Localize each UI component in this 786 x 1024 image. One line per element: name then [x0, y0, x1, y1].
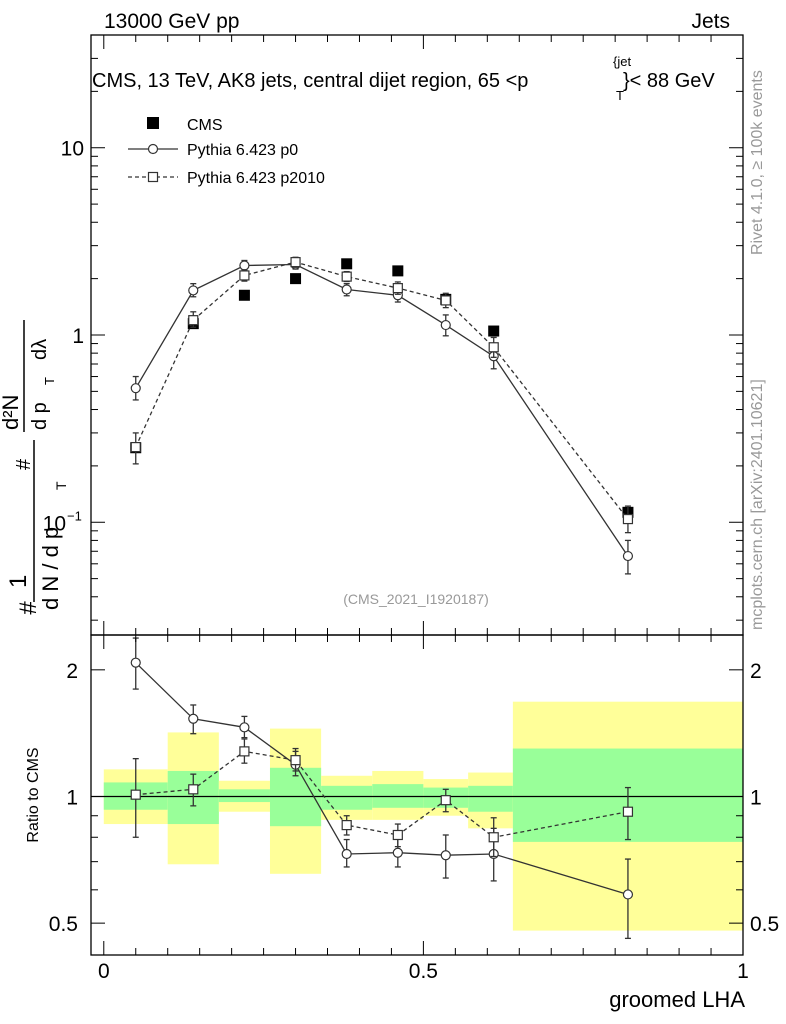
- main-series-2-point-1: [188, 315, 199, 326]
- ratio-series-0-point-1: [188, 713, 199, 724]
- main-series-1-point-0: [130, 383, 141, 394]
- ratio-series-layer: [91, 637, 743, 940]
- main-series-0-point-3: [290, 273, 302, 285]
- analysis-label: (CMS_2021_I1920187): [343, 591, 489, 607]
- ylabel-hash-mid: #: [13, 458, 35, 470]
- main-series-2-point-7: [488, 342, 499, 353]
- main-ytick-label-1: 1: [72, 325, 84, 348]
- legend-marker-cms: [147, 117, 159, 129]
- main-series-2-line: [135, 261, 629, 520]
- legend: CMS Pythia 6.423 p0 Pythia 6.423 p2010: [128, 117, 325, 187]
- header-left: 13000 GeV pp: [104, 10, 239, 33]
- ratio-frame: [90, 634, 744, 956]
- ylabel-dpt: d p: [29, 402, 51, 430]
- ratio-band-green-4: [321, 785, 373, 810]
- xtick-label-2: 1: [737, 960, 749, 983]
- ratio-series-0-point-6: [440, 850, 451, 861]
- main-series-2-point-0: [130, 441, 141, 453]
- plot-title-sub: T: [616, 88, 624, 103]
- ratio-series-0-point-0: [130, 657, 141, 668]
- main-series-2-point-3: [290, 257, 301, 268]
- main-series-1-point-8: [622, 550, 634, 562]
- main-series-2-point-6: [440, 295, 451, 306]
- main-series-2-point-4: [341, 271, 352, 282]
- ratio-series-1-point-3: [290, 755, 301, 766]
- ylabel-one: 1: [5, 575, 32, 588]
- main-series-1-line: [135, 263, 629, 557]
- main-series-2-point-5: [392, 283, 403, 294]
- main-series-2-point-2: [239, 270, 250, 281]
- ratio-ylabel: Ratio to CMS: [25, 747, 42, 842]
- main-series-0-point-4: [341, 258, 353, 270]
- ylabel-d2n: d²N: [0, 395, 23, 430]
- ratio-series-1-point-1: [188, 784, 199, 795]
- ratio-series-0-point-5: [392, 847, 403, 858]
- main-series-1-point-6: [440, 319, 451, 331]
- plot-title: CMS, 13 TeV, AK8 jets, central dijet reg…: [92, 54, 715, 103]
- main-ytick-exp-2: −1: [67, 508, 82, 523]
- mcplots-label: mcplots.cern.ch [arXiv:2401.10621]: [749, 379, 766, 630]
- plot-title-main: CMS, 13 TeV, AK8 jets, central dijet reg…: [92, 70, 528, 92]
- x-axis-label: groomed LHA: [609, 987, 745, 1012]
- ylabel-dlambda: dλ: [29, 339, 51, 360]
- ratio-ytick-label-left-1: 1: [66, 786, 78, 809]
- main-series-layer: [130, 256, 634, 575]
- ylabel-dpt-sub: T: [42, 377, 57, 385]
- ylabel-dn: d N / d p: [38, 527, 63, 610]
- ratio-ytick-label-right-1: 1: [750, 786, 762, 809]
- ratio-band-green-2: [218, 789, 270, 803]
- main-series-1-point-4: [341, 284, 352, 295]
- ratio-series-0-point-2: [239, 722, 250, 733]
- ylabel-dn-sub: T: [53, 481, 69, 490]
- ratio-series-1-point-0: [130, 789, 141, 800]
- ratio-series-1-point-6: [440, 795, 451, 806]
- ratio-ytick-label-left-0: 2: [66, 660, 78, 683]
- ratio-series-1-point-5: [392, 829, 403, 841]
- ratio-series-1-point-2: [239, 746, 250, 757]
- ratio-ytick-label-right-0: 2: [750, 660, 762, 683]
- ratio-series-1-point-8: [622, 806, 634, 817]
- ylabel-hash-left: #: [15, 601, 42, 615]
- legend-marker-p2010: [147, 171, 159, 183]
- legend-marker-p0: [147, 143, 159, 155]
- plot-title-tail: }< 88 GeV: [623, 70, 715, 92]
- legend-label-p0: Pythia 6.423 p0: [187, 142, 298, 159]
- main-series-0-point-5: [392, 265, 404, 277]
- main-ytick-label-2: 10: [43, 512, 66, 535]
- ratio-ytick-label-left-2: 0.5: [49, 913, 78, 936]
- ratio-ytick-label-right-2: 0.5: [750, 913, 779, 936]
- xtick-label-0: 0: [98, 960, 110, 983]
- ratio-series-1-point-4: [341, 820, 352, 831]
- main-series-0-point-2: [238, 289, 250, 301]
- main-series-1-point-1: [188, 285, 199, 296]
- ratio-series-0-point-4: [341, 848, 352, 860]
- main-ylabel: # 1 d N / d p T # d²N d p T dλ: [0, 320, 69, 615]
- main-series-1-point-2: [239, 260, 250, 271]
- header-right: Jets: [691, 10, 730, 33]
- main-ytick-label-0: 10: [61, 138, 84, 161]
- ratio-series-0-point-8: [622, 889, 634, 900]
- plot-title-sup: {jet: [613, 54, 631, 69]
- main-series-0-point-7: [488, 325, 500, 337]
- xtick-label-1: 0.5: [409, 960, 438, 983]
- ratio-series-1-point-7: [488, 832, 499, 843]
- legend-label-p2010: Pythia 6.423 p2010: [187, 170, 325, 187]
- legend-label-cms: CMS: [187, 117, 223, 134]
- rivet-label: Rivet 4.1.0, ≥ 100k events: [749, 70, 766, 255]
- main-series-2-point-8: [622, 513, 634, 525]
- ratio-band-green-7: [468, 785, 513, 812]
